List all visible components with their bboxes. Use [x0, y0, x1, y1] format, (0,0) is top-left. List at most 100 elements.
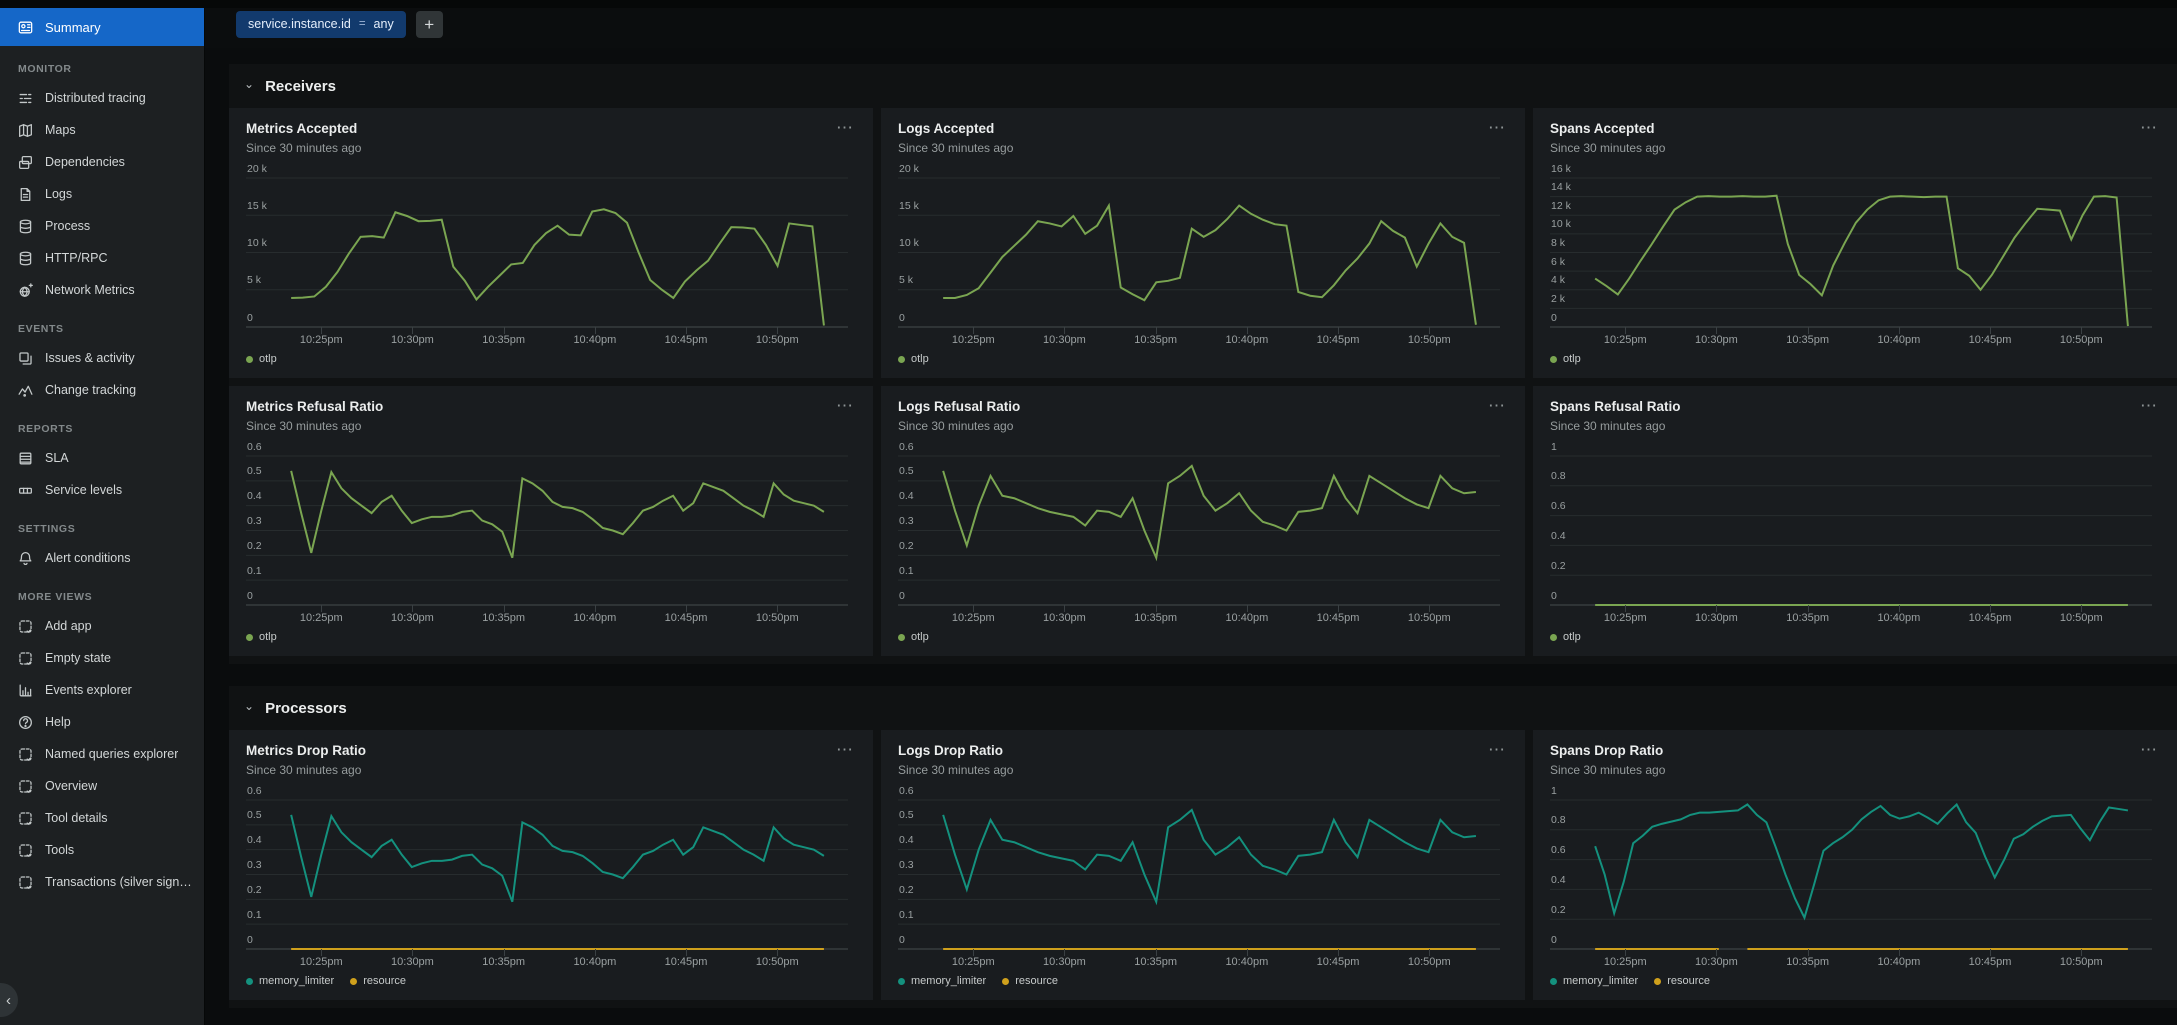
y-axis-tick-label: 0.6	[247, 784, 262, 797]
panel-subtitle: Since 30 minutes ago	[1550, 763, 1666, 777]
legend-item-otlp[interactable]: otlp	[1550, 631, 1581, 643]
line-chart-metrics-drop-ratio: 0 0.1 0.2 0.3 0.4 0.5 0.6	[246, 784, 856, 956]
sidebar-item-tools[interactable]: Tools	[0, 834, 204, 866]
sidebar-item-network-metrics[interactable]: Network Metrics	[0, 274, 204, 306]
section-header-processors[interactable]: ⌄ Processors	[229, 686, 2177, 730]
legend-item-memory_limiter[interactable]: memory_limiter	[246, 975, 334, 987]
add-filter-button[interactable]: +	[415, 10, 443, 38]
sidebar-item-transactions-silver-sign[interactable]: Transactions (silver sign…	[0, 866, 204, 898]
y-axis-tick-label: 0.3	[247, 859, 262, 871]
y-axis-tick-label: 0	[247, 589, 253, 602]
sidebar-item-help[interactable]: Help	[0, 706, 204, 738]
sidebar-item-logs[interactable]: Logs	[0, 178, 204, 210]
sidebar-item-named-queries-explorer[interactable]: Named queries explorer	[0, 738, 204, 770]
sidebar-item-sla[interactable]: SLA	[0, 442, 204, 474]
sidebar-item-summary[interactable]: Summary	[0, 8, 204, 46]
line-chart-logs-refusal-ratio: 0 0.1 0.2 0.3 0.4 0.5 0.6	[898, 441, 1508, 612]
sidebar-item-label: Summary	[45, 19, 101, 35]
y-axis-tick-label: 0.2	[247, 883, 262, 896]
legend-item-memory_limiter[interactable]: memory_limiter	[898, 975, 986, 987]
y-axis-tick-label: 0.4	[247, 490, 262, 503]
panel-menu-button[interactable]: ⋯	[836, 118, 854, 137]
sidebar-item-maps[interactable]: Maps	[0, 114, 204, 146]
panel-menu-button[interactable]: ⋯	[2140, 740, 2158, 759]
legend-item-otlp[interactable]: otlp	[246, 631, 277, 643]
app-icon	[17, 650, 34, 667]
filter-pill[interactable]: service.instance.id = any	[236, 10, 406, 38]
panel-menu-button[interactable]: ⋯	[1488, 396, 1506, 415]
legend-dot	[246, 355, 253, 363]
panel-menu-button[interactable]: ⋯	[1488, 740, 1506, 759]
x-axis-tick-label: 10:50pm	[755, 334, 799, 346]
panel-metrics-refusal-ratio: Metrics Refusal Ratio Since 30 minutes ag…	[229, 386, 873, 656]
legend-dot	[246, 633, 253, 641]
x-axis-tick-label: 10:30pm	[1695, 612, 1738, 624]
sidebar-item-label: HTTP/RPC	[45, 251, 108, 265]
chart-legend: otlp	[898, 626, 1508, 648]
database-icon	[17, 250, 34, 267]
sidebar-item-label: Named queries explorer	[45, 747, 179, 761]
x-axis-tick-label: 10:40pm	[1225, 956, 1269, 968]
app-icon	[17, 810, 34, 827]
legend-dot	[1654, 977, 1662, 985]
sidebar-item-add-app[interactable]: Add app	[0, 610, 204, 642]
legend-item-resource[interactable]: resource	[350, 975, 406, 987]
sidebar-item-label: Issues & activity	[45, 351, 135, 365]
y-axis-tick-label: 0.3	[899, 515, 914, 527]
chart-legend: otlp	[1550, 348, 2160, 370]
sidebar-item-process[interactable]: Process	[0, 210, 204, 242]
sidebar-item-dependencies[interactable]: Dependencies	[0, 146, 204, 178]
line-chart-logs-drop-ratio: 0 0.1 0.2 0.3 0.4 0.5 0.6	[898, 785, 1508, 956]
app-icon	[17, 618, 34, 635]
legend-item-otlp[interactable]: otlp	[1550, 353, 1581, 365]
sidebar-item-http-rpc[interactable]: HTTP/RPC	[0, 242, 204, 274]
legend-dot	[898, 977, 905, 985]
logs-icon	[17, 186, 34, 203]
legend-item-resource[interactable]: resource	[1002, 975, 1058, 987]
y-axis-tick-label: 0.1	[899, 564, 914, 577]
section-header-receivers[interactable]: ⌄ Receivers	[229, 64, 2177, 108]
sidebar-item-tool-details[interactable]: Tool details	[0, 802, 204, 834]
legend-item-otlp[interactable]: otlp	[246, 353, 277, 365]
dashboard-content: ⌄ Receivers Metrics Accepted Since 30 min…	[229, 64, 2177, 1025]
panel-menu-button[interactable]: ⋯	[1488, 118, 1506, 137]
line-chart-spans-drop-ratio: 0 0.2 0.4 0.6 0.8 1	[1550, 784, 2160, 956]
sidebar-item-empty-state[interactable]: Empty state	[0, 642, 204, 674]
panel-menu-button[interactable]: ⋯	[836, 396, 854, 415]
filter-key: service.instance.id	[248, 17, 351, 31]
x-axis-tick-label: 10:50pm	[755, 612, 799, 624]
sidebar-item-events-explorer[interactable]: Events explorer	[0, 674, 204, 706]
panel-menu-button[interactable]: ⋯	[2140, 118, 2158, 137]
app-icon	[17, 874, 34, 891]
legend-dot	[1550, 633, 1557, 641]
chart-legend: otlp	[246, 626, 856, 648]
line-chart-spans-refusal-ratio: 0 0.2 0.4 0.6 0.8 1	[1550, 441, 2160, 612]
panel-spans-accepted: Spans Accepted Since 30 minutes ago ⋯ 0 2 k 4…	[1533, 108, 2177, 378]
legend-item-resource[interactable]: resource	[1654, 975, 1710, 987]
sidebar-item-alert-conditions[interactable]: Alert conditions	[0, 542, 204, 574]
x-axis-tick-label: 10:30pm	[1043, 612, 1086, 624]
panel-menu-button[interactable]: ⋯	[836, 740, 854, 759]
panel-menu-button[interactable]: ⋯	[2140, 396, 2158, 415]
sidebar-item-issues-activity[interactable]: Issues & activity	[0, 342, 204, 374]
y-axis-tick-label: 0.6	[247, 440, 262, 453]
legend-item-otlp[interactable]: otlp	[898, 631, 929, 643]
y-axis-tick-label: 16 k	[1551, 162, 1571, 175]
bell-icon	[17, 550, 34, 567]
sidebar-item-label: Service levels	[45, 483, 123, 497]
sidebar-item-change-tracking[interactable]: Change tracking	[0, 374, 204, 406]
legend-label: otlp	[911, 631, 929, 643]
x-axis-tick-label: 10:30pm	[391, 612, 434, 624]
y-axis-tick-label: 0.4	[899, 490, 914, 503]
sidebar-item-distributed-tracing[interactable]: Distributed tracing	[0, 82, 204, 114]
legend-item-otlp[interactable]: otlp	[898, 353, 929, 365]
y-axis-tick-label: 1	[1551, 784, 1557, 797]
legend-item-memory_limiter[interactable]: memory_limiter	[1550, 975, 1638, 987]
sidebar-collapse-button[interactable]: ‹	[0, 983, 18, 1017]
sidebar-item-overview[interactable]: Overview	[0, 770, 204, 802]
sidebar-item-service-levels[interactable]: Service levels	[0, 474, 204, 506]
sidebar-item-label: Change tracking	[45, 383, 137, 397]
sidebar-item-label: Network Metrics	[45, 283, 135, 297]
y-axis-tick-label: 10 k	[899, 237, 919, 249]
x-axis-tick-label: 10:45pm	[1316, 612, 1360, 624]
